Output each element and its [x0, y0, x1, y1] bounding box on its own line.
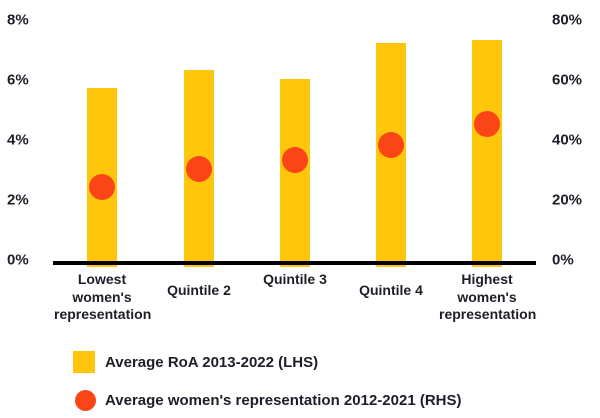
- representation-dot: [186, 156, 212, 182]
- category-label: Quintile 2: [167, 282, 231, 298]
- representation-dot: [474, 111, 500, 137]
- plot-area: 8% 6% 4% 2% 0% 80% 60% 40% 20% 0% Lowest women's r…: [7, 11, 583, 323]
- roa-bar: [472, 40, 502, 267]
- roa-bar: [280, 79, 310, 267]
- right-axis-tick-label: 20%: [552, 191, 583, 209]
- left-axis-tick-label: 8%: [7, 11, 29, 29]
- right-axis-tick-label: 80%: [552, 11, 583, 29]
- right-axis-tick-label: 40%: [552, 131, 583, 149]
- x-axis-line: [53, 261, 536, 265]
- left-axis-tick-label: 6%: [7, 71, 29, 89]
- left-axis-tick-label: 0%: [7, 251, 29, 269]
- representation-dot: [89, 174, 115, 200]
- left-axis-tick-label: 4%: [7, 131, 29, 149]
- category-label: Lowest women's representation: [54, 271, 152, 322]
- category-label: Highest women's representation: [439, 271, 537, 322]
- legend-item-representation: Average women's representation 2012-2021…: [73, 390, 461, 411]
- left-axis-tick-label: 2%: [7, 191, 29, 209]
- right-axis-tick-label: 60%: [552, 71, 583, 89]
- category-label: Quintile 3: [263, 271, 327, 287]
- legend-item-roa: Average RoA 2013-2022 (LHS): [73, 351, 318, 373]
- category-label: Quintile 4: [359, 282, 423, 298]
- legend-label-roa: Average RoA 2013-2022 (LHS): [105, 353, 319, 371]
- representation-dot: [378, 132, 404, 158]
- representation-dot: [282, 147, 308, 173]
- right-axis-tick-label: 0%: [552, 251, 574, 269]
- dot-series-swatch: [75, 390, 96, 411]
- bar-series-swatch: [73, 351, 95, 373]
- legend-label-representation: Average women's representation 2012-2021…: [105, 392, 462, 409]
